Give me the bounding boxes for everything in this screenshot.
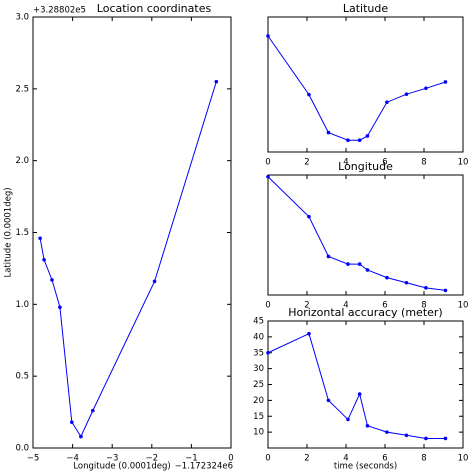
plot-frame bbox=[32, 16, 232, 449]
y-tick-label: 1.0 bbox=[15, 300, 29, 310]
data-point bbox=[152, 279, 157, 284]
data-point bbox=[214, 79, 219, 84]
plot-frame bbox=[267, 320, 464, 449]
data-point bbox=[307, 214, 311, 219]
data-point bbox=[266, 350, 270, 355]
data-point bbox=[346, 417, 350, 422]
x-tick-label: 4 bbox=[343, 301, 348, 311]
chart-title: Location coordinates bbox=[97, 2, 212, 15]
plot-frame bbox=[267, 16, 464, 153]
x-tick-label: 2 bbox=[304, 301, 309, 311]
data-point bbox=[79, 434, 83, 439]
x-tick-label: 8 bbox=[421, 158, 426, 168]
chart-title: Longitude bbox=[338, 160, 393, 173]
data-point bbox=[326, 130, 331, 135]
data-point bbox=[266, 34, 270, 38]
y-offset-label: +3.28802e5 bbox=[33, 6, 86, 16]
data-point bbox=[357, 138, 362, 142]
y-tick-label: 1.5 bbox=[15, 228, 29, 238]
data-point bbox=[70, 420, 74, 424]
plot-frame bbox=[267, 174, 464, 296]
data-point bbox=[365, 268, 370, 272]
y-tick-label: 35 bbox=[253, 348, 264, 358]
y-tick-label: 2.0 bbox=[15, 156, 29, 166]
data-point bbox=[357, 262, 362, 266]
x-axis-label: Longitude (0.0001deg) bbox=[73, 462, 170, 472]
x-tick-label: 10 bbox=[458, 158, 469, 168]
data-point bbox=[424, 86, 428, 91]
x-tick-label: 2 bbox=[304, 454, 309, 464]
data-point bbox=[307, 331, 311, 336]
y-tick-label: 30 bbox=[253, 364, 264, 374]
x-tick-label: 10 bbox=[458, 454, 469, 464]
y-tick-label: 0.0 bbox=[15, 444, 29, 454]
data-point bbox=[404, 92, 409, 97]
y-tick-label: 25 bbox=[253, 380, 264, 390]
x-tick-label: −4 bbox=[66, 454, 79, 464]
x-tick-label: −5 bbox=[27, 454, 40, 464]
data-point bbox=[58, 305, 62, 310]
x-tick-label: 0 bbox=[265, 454, 270, 464]
x-tick-label: 6 bbox=[382, 158, 387, 168]
data-point bbox=[50, 278, 54, 282]
x-tick-label: 0 bbox=[265, 301, 270, 311]
data-point bbox=[38, 236, 42, 241]
x-tick-label: 6 bbox=[382, 301, 387, 311]
data-point bbox=[385, 430, 389, 434]
y-axis-label: Latitude (0.0001deg) bbox=[4, 187, 14, 277]
data-point bbox=[326, 254, 331, 259]
data-point bbox=[365, 423, 370, 428]
data-point bbox=[385, 100, 389, 105]
x-tick-label: 0 bbox=[265, 158, 270, 168]
x-tick-label: 0 bbox=[228, 454, 233, 464]
x-tick-label: −2 bbox=[146, 454, 159, 464]
data-point bbox=[90, 408, 95, 413]
data-point bbox=[365, 134, 370, 138]
data-point bbox=[266, 174, 270, 179]
data-point bbox=[443, 288, 448, 293]
y-tick-label: 15 bbox=[253, 412, 264, 422]
data-point bbox=[443, 80, 448, 84]
x-tick-label: 6 bbox=[382, 454, 387, 464]
x-tick-label: 4 bbox=[343, 454, 348, 464]
x-tick-label: 2 bbox=[304, 158, 309, 168]
data-point bbox=[346, 262, 350, 266]
data-point bbox=[42, 257, 46, 262]
x-tick-label: −1 bbox=[185, 454, 198, 464]
x-tick-label: 8 bbox=[421, 301, 426, 311]
data-point bbox=[326, 398, 331, 403]
y-tick-label: 3.0 bbox=[15, 13, 29, 23]
chart-title: Latitude bbox=[343, 2, 389, 15]
y-tick-label: 0.5 bbox=[15, 372, 29, 382]
x-tick-label: 4 bbox=[343, 158, 348, 168]
data-point bbox=[307, 92, 311, 97]
data-point bbox=[424, 436, 428, 441]
data-point bbox=[443, 436, 448, 441]
x-axis-label: time (seconds) bbox=[334, 462, 397, 472]
x-tick-label: 8 bbox=[421, 454, 426, 464]
data-line bbox=[267, 333, 446, 439]
y-tick-label: 10 bbox=[253, 428, 264, 438]
chart-title: Horizontal accuracy (meter) bbox=[288, 306, 442, 319]
data-point bbox=[404, 433, 409, 438]
data-point bbox=[346, 138, 350, 142]
data-line bbox=[267, 176, 446, 291]
y-tick-label: 45 bbox=[253, 317, 264, 327]
y-tick-label: 40 bbox=[253, 332, 264, 342]
data-point bbox=[385, 275, 389, 280]
y-tick-label: 20 bbox=[253, 396, 264, 406]
data-point bbox=[357, 392, 362, 396]
data-point bbox=[424, 286, 428, 290]
data-line bbox=[267, 35, 446, 141]
x-offset-label: −1.172324e6 bbox=[175, 462, 233, 472]
x-tick-label: −3 bbox=[106, 454, 119, 464]
data-point bbox=[404, 280, 409, 285]
x-tick-label: 10 bbox=[458, 301, 469, 311]
y-tick-label: 2.5 bbox=[15, 84, 29, 94]
